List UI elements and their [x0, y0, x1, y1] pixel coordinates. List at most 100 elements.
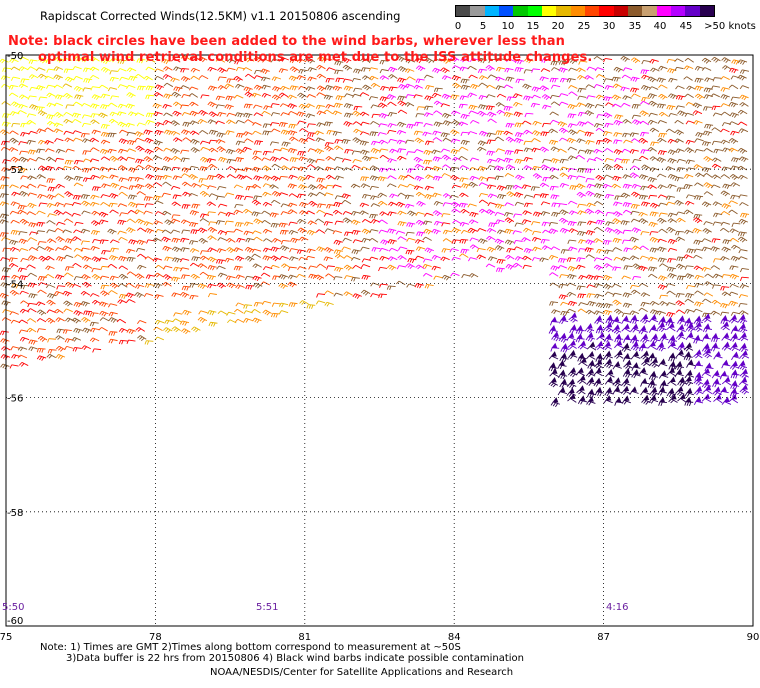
wind-barb [125, 248, 136, 254]
wind-barb [179, 267, 190, 272]
wind-barb [648, 314, 659, 323]
wind-barb [342, 211, 353, 215]
wind-barb [459, 221, 470, 227]
wind-barb [740, 276, 749, 282]
wind-barb [145, 119, 155, 125]
wind-barb [352, 110, 362, 117]
wind-barb [163, 327, 173, 334]
wind-barb [701, 332, 711, 342]
wind-barb [494, 203, 505, 209]
wind-barb [657, 137, 667, 143]
wind-barb [576, 191, 586, 198]
wind-barb [20, 78, 30, 83]
wind-barb [739, 267, 749, 273]
wind-barb [397, 192, 408, 197]
wind-barb [154, 84, 165, 91]
wind-barb [694, 385, 704, 396]
wind-barb [424, 140, 434, 146]
wind-barb [388, 74, 398, 79]
wind-barb [737, 121, 748, 126]
wind-barb [432, 58, 442, 63]
wind-barb [577, 308, 587, 314]
wind-barb [189, 262, 200, 268]
wind-barb [604, 194, 614, 199]
wind-barb [125, 122, 135, 128]
wind-barb [603, 263, 613, 268]
wind-barb [558, 203, 568, 208]
page-title: Rapidscat Corrected Winds(12.5KM) v1.1 2… [40, 9, 401, 23]
wind-barb [81, 114, 92, 119]
wind-barb [648, 221, 658, 228]
wind-barb [495, 130, 505, 136]
wind-barb [593, 367, 603, 377]
wind-barb [153, 283, 163, 289]
wind-barb [100, 139, 111, 145]
wind-barb [108, 290, 118, 295]
wind-barb [64, 266, 74, 271]
wind-barb [487, 256, 498, 262]
wind-barb [243, 208, 253, 214]
wind-barb [197, 118, 208, 124]
wind-barb [80, 228, 91, 234]
wind-barb [712, 221, 722, 226]
wind-barb [378, 219, 388, 225]
wind-barb [54, 112, 64, 119]
wind-barb [629, 255, 640, 261]
wind-barb [125, 292, 136, 299]
wind-barb [333, 292, 343, 297]
wind-barb [595, 324, 605, 334]
wind-barb [630, 340, 641, 352]
wind-barb [532, 246, 542, 252]
wind-barb [649, 357, 659, 368]
wind-barb [467, 227, 478, 234]
wind-barb [532, 211, 543, 217]
wind-barb [36, 347, 46, 353]
wind-barb [28, 339, 38, 345]
wind-barb [333, 276, 343, 281]
wind-barb [676, 217, 686, 223]
wind-barb [369, 229, 379, 234]
wind-barb [703, 191, 714, 196]
wind-barb [693, 214, 703, 219]
wind-barb [614, 397, 624, 406]
wind-barb [215, 220, 225, 225]
wind-barb [531, 138, 541, 143]
wind-barb [252, 166, 262, 173]
wind-barb [586, 66, 596, 71]
wind-barb [640, 333, 650, 344]
wind-barb [494, 211, 505, 216]
wind-barb [90, 174, 100, 180]
wind-barb [469, 57, 480, 62]
wind-barb [189, 294, 199, 300]
wind-barb [216, 248, 227, 253]
wind-barb [665, 283, 676, 288]
wind-barb [575, 333, 585, 343]
wind-barb [359, 131, 370, 136]
wind-barb [388, 86, 398, 92]
wind-barb [334, 220, 344, 225]
wind-barb [623, 139, 633, 144]
wind-barb [478, 176, 488, 181]
wind-barb [440, 67, 450, 74]
wind-barb [72, 262, 82, 268]
wind-barb [144, 137, 154, 144]
wind-barb [47, 338, 56, 343]
wind-barb [622, 239, 631, 244]
wind-barb [244, 119, 255, 124]
lon-label: 75 [0, 632, 12, 643]
wind-barb [640, 313, 650, 324]
wind-barb [118, 339, 128, 345]
wind-barb [11, 122, 21, 128]
wind-barb [450, 129, 460, 136]
wind-barb [422, 272, 433, 277]
wind-barb [208, 147, 219, 153]
colorbar-label: 20 [551, 21, 565, 32]
wind-barb [576, 285, 586, 291]
wind-barb [729, 387, 739, 398]
wind-barb [101, 183, 111, 189]
wind-barb [604, 122, 614, 128]
wind-barb [413, 130, 423, 136]
wind-barb [125, 103, 135, 109]
wind-barb [397, 109, 408, 114]
wind-barb [622, 174, 632, 180]
